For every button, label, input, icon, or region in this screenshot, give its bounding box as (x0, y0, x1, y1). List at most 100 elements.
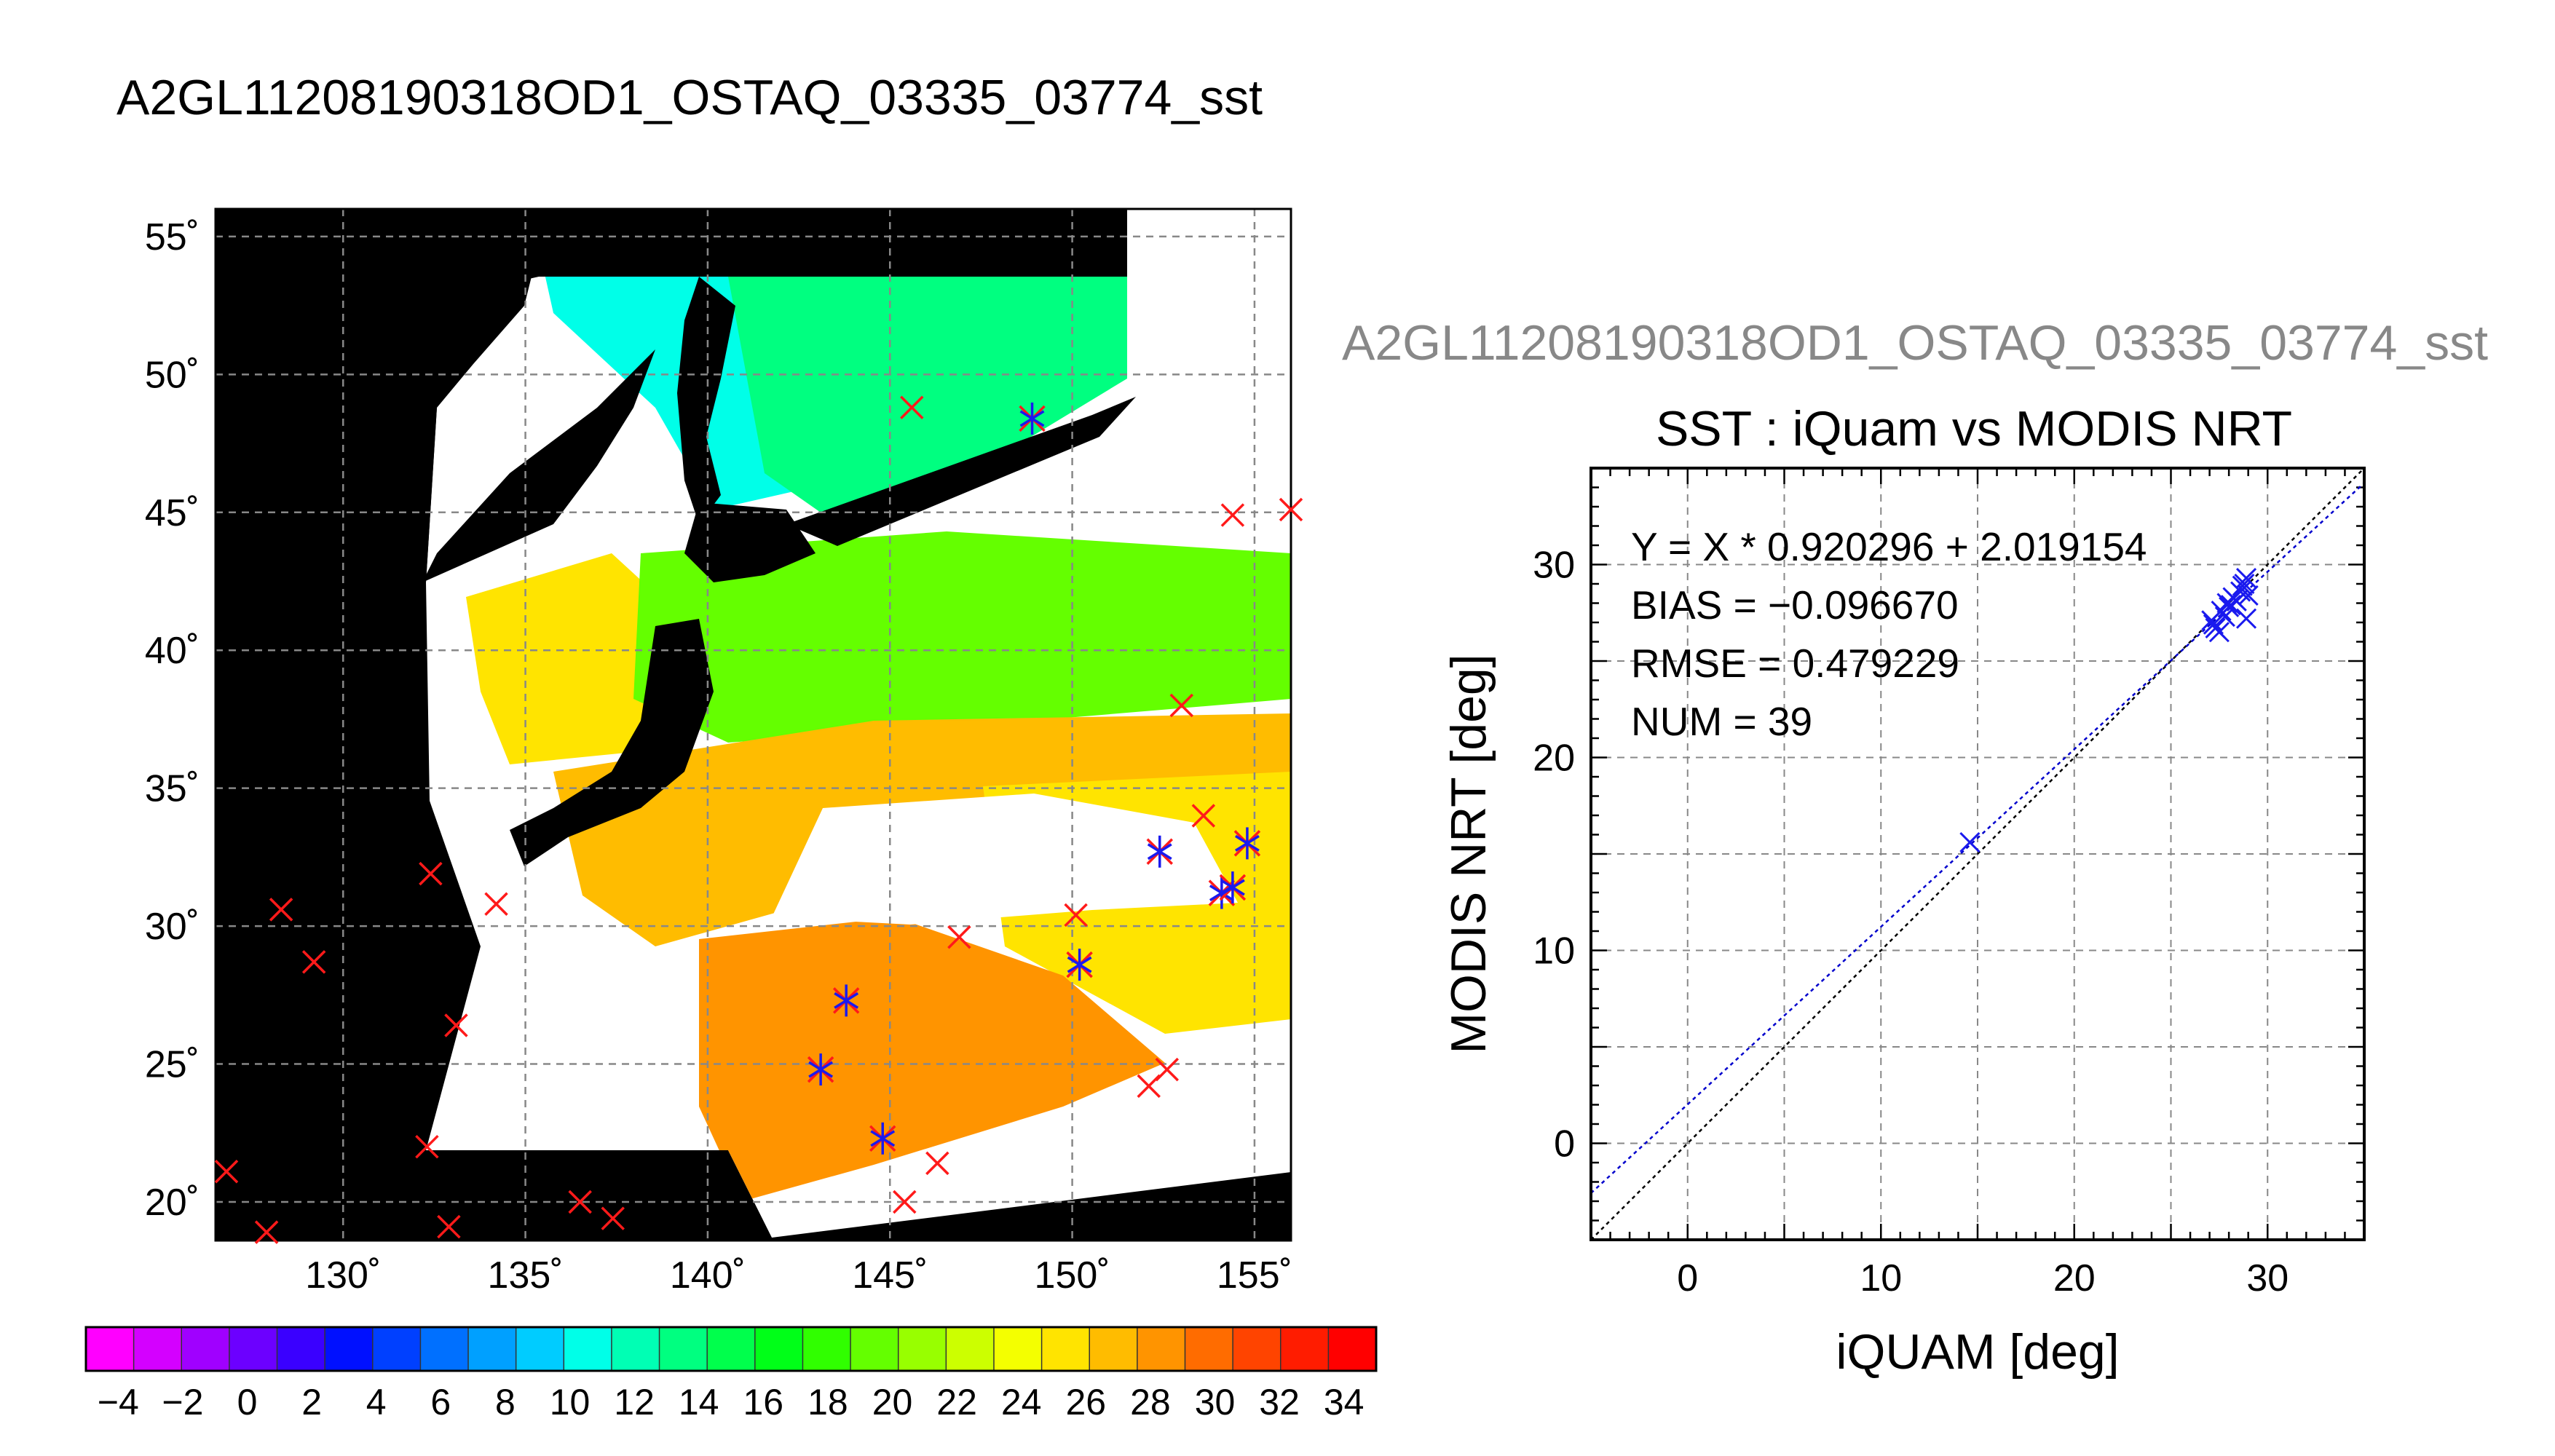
continent (216, 209, 539, 582)
lat-tick-label: 35˚ (145, 768, 200, 810)
red-matchup-marker (568, 1190, 592, 1214)
colorbar-segment (707, 1327, 756, 1371)
colorbar-segment (754, 1327, 803, 1371)
red-matchup-marker (1220, 503, 1245, 527)
colorbar-segment (372, 1327, 421, 1371)
colorbar-tick-label: 16 (743, 1382, 783, 1423)
matchup-markers (214, 395, 1303, 1244)
map-plot-area (216, 209, 1291, 1238)
colorbar-tick-label: 10 (550, 1382, 591, 1423)
land-masses (216, 209, 1136, 866)
blue-matchup-marker (1019, 402, 1046, 435)
colorbar-segment (564, 1327, 612, 1371)
scatter-ylabel: MODIS NRT [deg] (1441, 654, 1496, 1053)
red-matchup-marker (1155, 1057, 1180, 1082)
scatter-frame (1590, 467, 2366, 1241)
blue-matchup-marker (1146, 835, 1173, 868)
lon-tick-label: 140˚ (670, 1254, 746, 1297)
red-matchup-marker (1064, 903, 1088, 927)
colorbar-segment (133, 1327, 182, 1371)
map-frame (214, 207, 1292, 1242)
colorbar-tick-label: 22 (936, 1382, 977, 1423)
colorbar-tick-label: 8 (495, 1382, 516, 1423)
colorbar-tick-label: 6 (430, 1382, 451, 1423)
scatter-y-tick-label: 20 (1533, 737, 1575, 780)
colorbar-segment (850, 1327, 899, 1371)
red-matchup-marker (484, 892, 508, 917)
colorbar-tick-label: 14 (679, 1382, 719, 1423)
red-matchup-marker (437, 1214, 461, 1239)
colorbar-segment (1280, 1327, 1329, 1371)
colorbar-tick-label: 28 (1130, 1382, 1171, 1423)
colorbar-frame (84, 1326, 1378, 1372)
red-matchup-marker (893, 1190, 917, 1214)
scatter-xlabel: iQUAM [deg] (1836, 1324, 2119, 1380)
lat-tick-label: 30˚ (145, 906, 200, 948)
red-matchup-marker (254, 1220, 279, 1244)
red-matchup-marker (1191, 804, 1216, 828)
colorbar-tick-label: −2 (162, 1382, 203, 1423)
sst-region-kuril-east (728, 262, 1127, 524)
hokkaido (684, 502, 816, 582)
red-matchup-marker (269, 898, 293, 922)
scatter-annotation: Y = X * 0.920296 + 2.019154 (1631, 524, 2147, 569)
kuril-islands (786, 397, 1136, 546)
lon-tick-label: 155˚ (1217, 1254, 1292, 1297)
red-matchup-marker (415, 1134, 439, 1159)
red-matchup-marker (925, 1151, 949, 1176)
colorbar-segment (659, 1327, 708, 1371)
red-matchup-marker (214, 1160, 239, 1184)
scatter-annotation: BIAS = −0.096670 (1631, 582, 1959, 628)
scatter-point (2238, 585, 2259, 606)
sst-field (466, 240, 1291, 1201)
colorbar-segment (86, 1327, 135, 1371)
red-matchup-marker (444, 1013, 468, 1037)
lon-tick-label: 130˚ (305, 1254, 381, 1297)
scatter-annotation: NUM = 39 (1631, 699, 1812, 744)
scatter-point (2232, 575, 2253, 596)
scatter-point (1959, 832, 1981, 853)
blue-matchup-marker (869, 1122, 896, 1155)
lat-tick-label: 25˚ (145, 1044, 200, 1086)
colorbar-segment (229, 1327, 278, 1371)
colorbar-segment (516, 1327, 564, 1371)
colorbar-tick-label: 12 (614, 1382, 655, 1423)
colorbar-segment (325, 1327, 374, 1371)
scatter-x-tick-label: 20 (2053, 1257, 2096, 1299)
red-matchup-marker (601, 1206, 625, 1230)
scatter-y-tick-label: 30 (1533, 545, 1575, 587)
colorbar-segment (181, 1327, 230, 1371)
scatter-y-tick-label: 0 (1554, 1123, 1575, 1166)
scatter-annotation: RMSE = 0.479229 (1631, 641, 1959, 686)
red-matchup-marker (419, 861, 443, 886)
colorbar-tick-label: 2 (301, 1382, 322, 1423)
lat-tick-label: 55˚ (145, 216, 200, 258)
colorbar-segment (468, 1327, 517, 1371)
colorbar-segment (993, 1327, 1043, 1371)
red-matchup-marker (900, 395, 924, 420)
scatter-y-tick-label: 10 (1533, 930, 1575, 973)
scatter-title: SST : iQuam vs MODIS NRT (1656, 401, 2292, 456)
red-matchup-marker (301, 950, 326, 974)
asian-coast (422, 349, 655, 582)
colorbar-segment (1041, 1327, 1090, 1371)
sst-region-north-pacific (633, 531, 1291, 743)
colorbar-segment (1089, 1327, 1138, 1371)
scatter-points (1959, 567, 2259, 853)
sakhalin (677, 277, 735, 524)
lon-tick-label: 150˚ (1035, 1254, 1110, 1297)
scatter-point (2203, 614, 2224, 635)
red-matchup-marker (947, 925, 971, 949)
scatter-file-title: A2GL11208190318OD1_OSTAQ_03335_03774_sst (1342, 315, 2488, 371)
blue-matchup-marker (832, 984, 860, 1017)
red-matchup-marker (1169, 693, 1194, 718)
blue-matchup-marker (807, 1053, 834, 1086)
lon-tick-label: 145˚ (852, 1254, 928, 1297)
blue-matchup-marker (1219, 871, 1247, 904)
colorbar-tick-label: 34 (1324, 1382, 1365, 1423)
main-title: A2GL11208190318OD1_OSTAQ_03335_03774_sst (117, 70, 1263, 125)
lat-tick-label: 20˚ (145, 1182, 200, 1224)
lon-tick-label: 135˚ (488, 1254, 564, 1297)
